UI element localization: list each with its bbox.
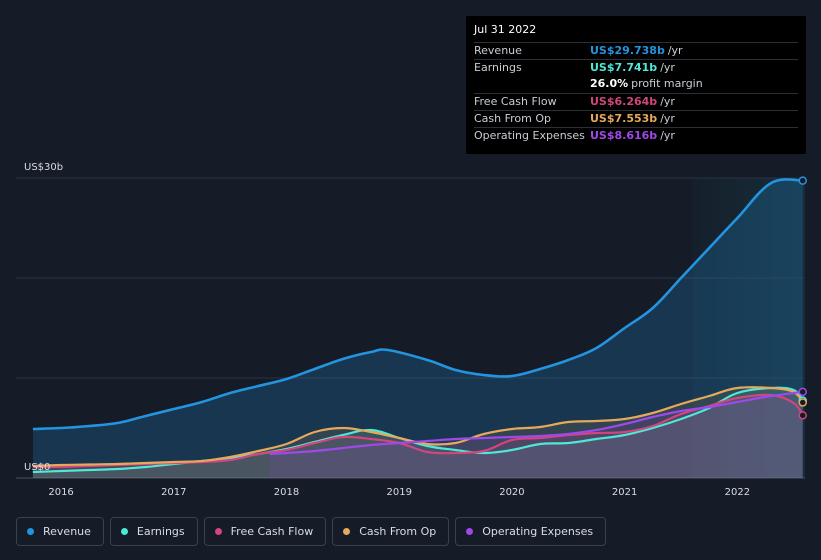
y-axis-bottom-label: US$0: [24, 462, 50, 473]
endpoint-cash-from-op: [798, 398, 807, 407]
tooltip-date: Jul 31 2022: [474, 23, 537, 36]
line-revenue: [32, 178, 803, 431]
area-cash-from-op: [32, 387, 803, 478]
area-revenue: [32, 179, 803, 478]
tooltip-row-label: Operating Expenses: [474, 129, 585, 142]
legend-label: Free Cash Flow: [230, 525, 314, 538]
x-tick-label: 2016: [48, 487, 73, 498]
tooltip-row-value: US$29.738b: [590, 44, 665, 57]
tooltip-panel: Jul 31 2022 Revenue US$29.738b/yr Earnings…: [466, 16, 806, 154]
tooltip-row: 26.0% profit margin: [474, 76, 798, 93]
x-axis-ticks: 2016 2017 2018 2019 2020 2021 2022: [48, 487, 750, 498]
endpoint-free-cash-flow: [798, 411, 807, 420]
series-areas: [32, 179, 803, 478]
line-earnings: [32, 386, 804, 474]
x-tick-label: 2017: [161, 487, 186, 498]
tooltip-row-label: Cash From Op: [474, 112, 552, 125]
legend-dot-icon: [214, 528, 222, 535]
line-cash-from-op: [32, 386, 804, 468]
series-lines: [32, 178, 804, 474]
tooltip-row: Free Cash Flow US$6.264b/yr: [474, 93, 798, 110]
tooltip-row-label: [474, 76, 590, 93]
x-tick-label: 2021: [612, 487, 637, 498]
legend: Revenue Earnings Free Cash Flow Cash From O…: [16, 517, 607, 546]
legend-item-revenue[interactable]: Revenue: [16, 517, 104, 546]
tooltip-row-value: US$7.553b: [590, 112, 658, 125]
tooltip-row-unit: /yr: [660, 61, 675, 74]
tooltip-row-unit: /yr: [660, 129, 675, 142]
tooltip-row-label: Earnings: [474, 61, 522, 74]
area-free-cash-flow: [32, 394, 803, 478]
tooltip-row-value: US$8.616b: [590, 129, 658, 142]
legend-label: Revenue: [43, 525, 91, 538]
legend-item-earnings[interactable]: Earnings: [109, 517, 198, 546]
tooltip-row: Earnings US$7.741b/yr: [474, 59, 798, 76]
chart-canvas: US$30b US$0 2016 2017 2018 2019 2020 2021 2022: [16, 162, 807, 498]
tooltip-row-value: US$6.264b: [590, 95, 658, 108]
legend-item-free-cash-flow[interactable]: Free Cash Flow: [203, 517, 327, 546]
legend-dot-icon: [27, 528, 34, 535]
legend-item-operating-expenses[interactable]: Operating Expenses: [455, 517, 607, 546]
series-endpoints: [798, 176, 807, 420]
tooltip-row-unit: profit margin: [631, 77, 703, 90]
tooltip-row-unit: /yr: [660, 95, 675, 108]
area-earnings: [32, 387, 803, 478]
tooltip-row-label: Revenue: [474, 44, 522, 57]
legend-label: Earnings: [136, 525, 185, 538]
endpoint-operating-expenses: [798, 387, 807, 397]
tooltip-row-value: US$7.741b: [590, 61, 658, 74]
legend-dot-icon: [120, 528, 128, 535]
forecast-region: [692, 178, 805, 478]
legend-label: Cash From Op: [359, 525, 437, 538]
y-axis-top-label: US$30b: [24, 162, 63, 173]
tooltip-rows: Revenue US$29.738b/yr Earnings US$7.741b/yr…: [474, 42, 798, 144]
legend-dot-icon: [343, 528, 351, 535]
tooltip-row-unit: /yr: [660, 112, 675, 125]
endpoint-revenue: [798, 176, 807, 185]
tooltip-row-value: 26.0%: [590, 77, 629, 90]
legend-item-cash-from-op[interactable]: Cash From Op: [332, 517, 450, 546]
tooltip-row-label: Free Cash Flow: [474, 95, 557, 108]
tooltip-row: Operating Expenses US$8.616b/yr: [474, 127, 798, 144]
tooltip-row: Revenue US$29.738b/yr: [474, 42, 798, 59]
x-tick-label: 2018: [274, 487, 299, 498]
x-tick-label: 2020: [499, 487, 524, 498]
tooltip-row: Cash From Op US$7.553b/yr: [474, 110, 798, 127]
tooltip-row-unit: /yr: [667, 44, 683, 57]
x-tick-label: 2022: [725, 487, 750, 498]
gridlines: [16, 177, 805, 479]
line-operating-expenses: [269, 390, 803, 456]
x-tick-label: 2019: [387, 487, 412, 498]
legend-dot-icon: [466, 528, 474, 535]
legend-label: Operating Expenses: [482, 525, 594, 538]
